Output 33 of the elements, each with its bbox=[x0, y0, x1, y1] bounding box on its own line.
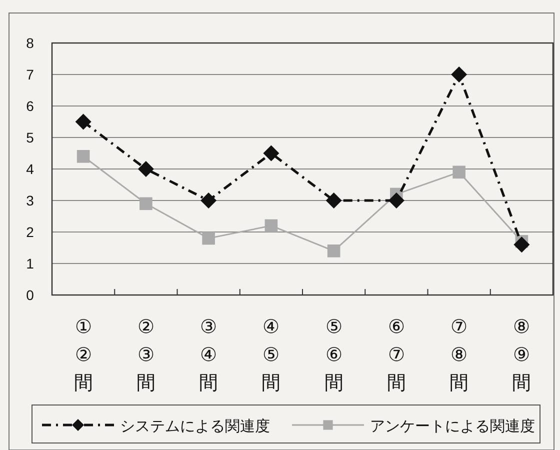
x-tick-label: ⑧ ⑨ 間 bbox=[512, 317, 532, 394]
x-tick-label: ② ③ 間 bbox=[136, 317, 156, 394]
y-tick-label: 7 bbox=[26, 66, 34, 82]
x-tick-label: ③ ④ 間 bbox=[199, 317, 218, 394]
x-tick-label: ① ② 間 bbox=[74, 317, 93, 394]
x-tick-label: ④ ⑤ 間 bbox=[262, 317, 281, 394]
point bbox=[75, 114, 92, 130]
point bbox=[514, 236, 530, 253]
point bbox=[138, 161, 154, 177]
point bbox=[327, 244, 340, 258]
point bbox=[200, 192, 217, 208]
point bbox=[388, 192, 404, 208]
point bbox=[202, 232, 215, 245]
y-tick-label: 6 bbox=[26, 98, 34, 114]
y-tick-label: 3 bbox=[26, 192, 34, 208]
x-tick-label: ⑦ ⑧ 間 bbox=[450, 317, 469, 394]
y-tick-label: 2 bbox=[26, 224, 34, 240]
point bbox=[451, 66, 468, 82]
x-tick-label: ⑤ ⑥ 間 bbox=[324, 317, 344, 394]
point bbox=[326, 192, 342, 208]
legend-label: アンケートによる関連度 bbox=[370, 418, 535, 435]
y-tick-label: 8 bbox=[26, 35, 34, 51]
point bbox=[140, 197, 152, 210]
x-tick-label: ⑥ ⑦ 間 bbox=[386, 317, 406, 394]
y-tick-label: 4 bbox=[26, 161, 34, 177]
y-tick-label: 0 bbox=[26, 287, 34, 303]
y-tick-label: 1 bbox=[26, 256, 34, 272]
point bbox=[452, 166, 466, 179]
point bbox=[76, 150, 90, 163]
legend-label: システムによる関連度 bbox=[120, 418, 270, 435]
point bbox=[264, 219, 278, 232]
point bbox=[263, 145, 280, 162]
y-tick-label: 5 bbox=[26, 130, 34, 146]
